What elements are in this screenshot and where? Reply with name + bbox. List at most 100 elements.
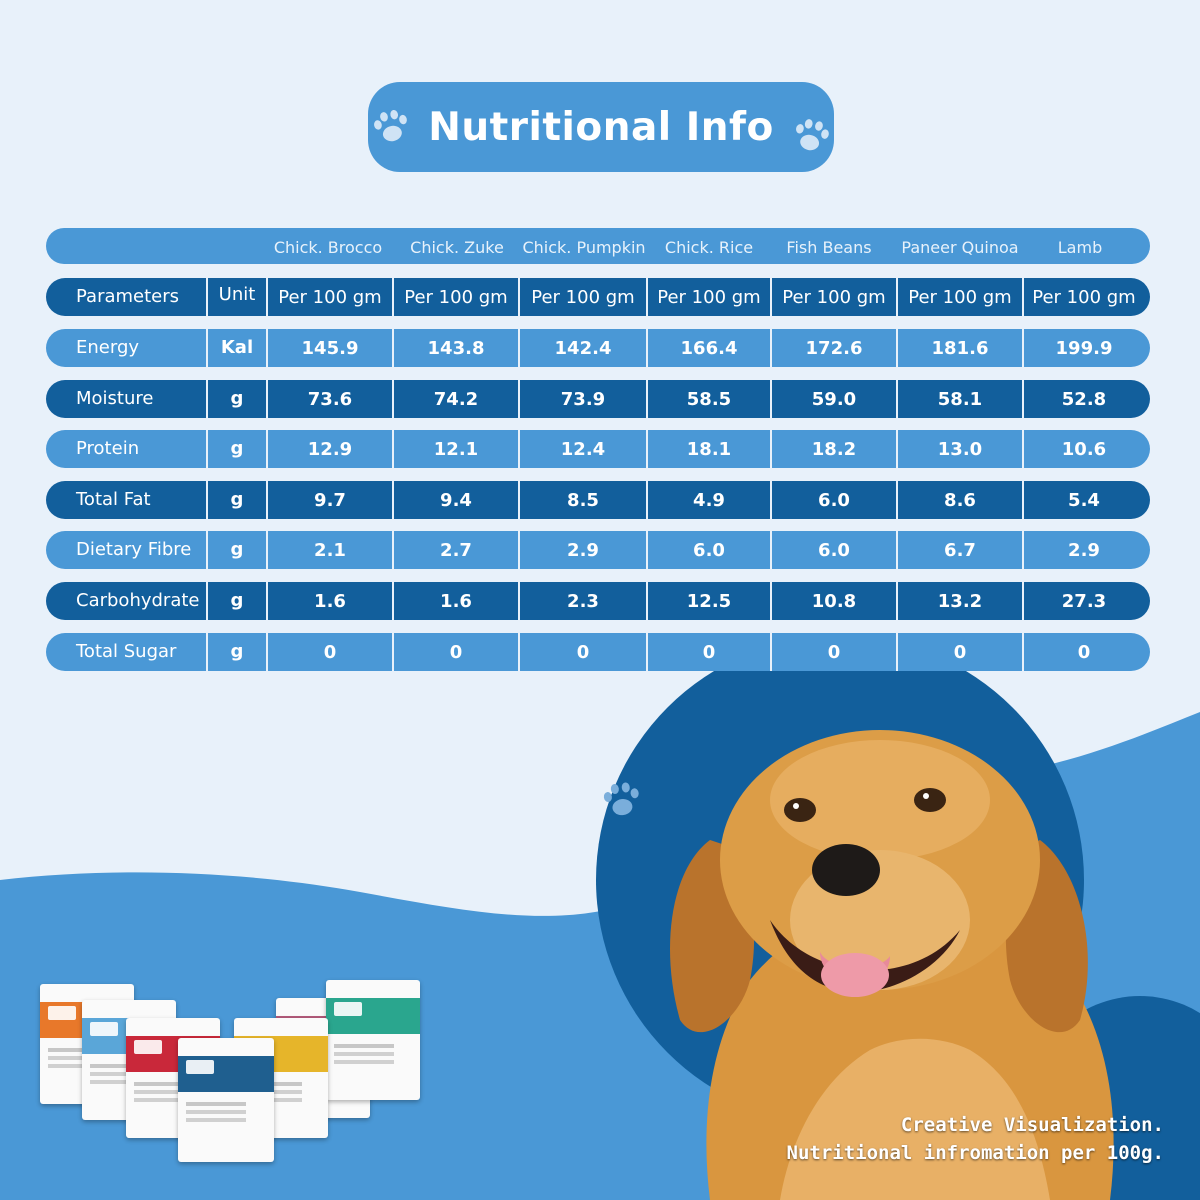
product-packs-image bbox=[38, 978, 428, 1168]
value-cell: 73.6 bbox=[307, 388, 353, 410]
column-divider bbox=[646, 531, 648, 570]
column-divider bbox=[770, 379, 772, 418]
product-header-row: Chick. Brocco Chick. Zuke Chick. Pumpkin… bbox=[46, 228, 1150, 264]
parameter-label: Energy bbox=[76, 337, 140, 358]
value-cell: 0 bbox=[323, 641, 337, 663]
table-row: Protein g 12.9 12.1 12.4 18.1 18.2 13.0 10.6 bbox=[46, 430, 1150, 469]
column-divider bbox=[206, 379, 208, 418]
unit-cell: g bbox=[230, 438, 244, 460]
column-divider bbox=[206, 531, 208, 570]
value-cell: 0 bbox=[449, 641, 463, 663]
column-divider bbox=[1022, 480, 1024, 519]
value-cell: 5.4 bbox=[1068, 489, 1100, 511]
product-name: Chick. Zuke bbox=[410, 238, 504, 257]
dog-image bbox=[670, 730, 1114, 1200]
column-divider bbox=[646, 329, 648, 367]
column-divider bbox=[206, 430, 208, 469]
value-cell: 2.1 bbox=[314, 540, 346, 562]
table-row: Total Sugar g 0 0 0 0 0 0 0 bbox=[46, 632, 1150, 671]
value-cell: 58.1 bbox=[937, 388, 983, 410]
value-cell: 13.2 bbox=[937, 591, 983, 612]
column-divider bbox=[392, 582, 394, 620]
value-cell: 4.9 bbox=[693, 489, 725, 511]
column-divider bbox=[770, 632, 772, 671]
column-divider bbox=[266, 632, 268, 671]
value-cell: 0 bbox=[827, 641, 841, 663]
value-cell: 10.6 bbox=[1061, 439, 1107, 461]
column-divider bbox=[770, 329, 772, 367]
per-heading: Per 100 gm bbox=[404, 287, 508, 308]
parameter-label: Total Sugar bbox=[76, 640, 177, 662]
value-cell: 27.3 bbox=[1061, 591, 1107, 612]
table-row: Moisture g 73.6 74.2 73.9 58.5 59.0 58.1 52.8 bbox=[46, 379, 1150, 418]
column-divider bbox=[1022, 379, 1024, 418]
value-cell: 12.9 bbox=[307, 439, 353, 461]
column-divider bbox=[646, 379, 648, 418]
column-divider bbox=[770, 430, 772, 469]
column-divider bbox=[770, 480, 772, 519]
per-heading: Per 100 gm bbox=[1032, 287, 1136, 308]
value-cell: 12.4 bbox=[560, 439, 606, 461]
value-cell: 172.6 bbox=[805, 338, 863, 359]
per-heading: Per 100 gm bbox=[782, 287, 886, 308]
value-cell: 12.1 bbox=[433, 439, 479, 461]
parameter-label: Dietary Fibre bbox=[76, 539, 192, 561]
product-name: Chick. Rice bbox=[664, 238, 754, 257]
column-divider bbox=[518, 329, 520, 367]
product-name: Paneer Quinoa bbox=[901, 238, 1019, 257]
unit-cell: g bbox=[230, 590, 244, 611]
column-divider bbox=[770, 582, 772, 620]
column-divider bbox=[896, 632, 898, 671]
table-header-row: Parameters Unit Per 100 gm Per 100 gm Pe… bbox=[46, 278, 1150, 316]
value-cell: 18.1 bbox=[686, 439, 732, 461]
column-divider bbox=[392, 632, 394, 671]
column-divider bbox=[646, 480, 648, 519]
product-pack bbox=[178, 1038, 274, 1162]
column-divider bbox=[1022, 582, 1024, 620]
column-divider bbox=[646, 430, 648, 469]
value-cell: 6.7 bbox=[944, 540, 976, 562]
value-cell: 0 bbox=[953, 641, 967, 663]
product-name: Chick. Brocco bbox=[273, 238, 383, 257]
unit-heading: Unit bbox=[218, 284, 256, 305]
column-divider bbox=[518, 531, 520, 570]
column-divider bbox=[896, 582, 898, 620]
column-divider bbox=[392, 430, 394, 469]
parameter-label: Protein bbox=[76, 438, 140, 460]
column-divider bbox=[266, 430, 268, 469]
value-cell: 143.8 bbox=[427, 338, 485, 359]
column-divider bbox=[518, 632, 520, 671]
unit-cell: g bbox=[230, 640, 244, 662]
value-cell: 145.9 bbox=[301, 338, 359, 359]
parameter-label: Moisture bbox=[76, 387, 154, 409]
value-cell: 199.9 bbox=[1055, 338, 1113, 359]
value-cell: 1.6 bbox=[440, 591, 472, 612]
column-divider bbox=[518, 430, 520, 469]
table-row: Energy Kal 145.9 143.8 142.4 166.4 172.6 181.6 1… bbox=[46, 329, 1150, 367]
value-cell: 74.2 bbox=[433, 388, 479, 410]
column-divider bbox=[206, 329, 208, 367]
unit-cell: g bbox=[230, 387, 244, 409]
column-divider bbox=[392, 531, 394, 570]
value-cell: 13.0 bbox=[937, 439, 983, 461]
value-cell: 58.5 bbox=[686, 388, 732, 410]
column-divider bbox=[896, 379, 898, 418]
column-divider bbox=[896, 329, 898, 367]
value-cell: 8.6 bbox=[944, 489, 976, 511]
column-divider bbox=[392, 480, 394, 519]
value-cell: 2.9 bbox=[1068, 540, 1100, 562]
table-row: Dietary Fibre g 2.1 2.7 2.9 6.0 6.0 6.7 2.9 bbox=[46, 531, 1150, 570]
column-divider bbox=[646, 632, 648, 671]
value-cell: 59.0 bbox=[811, 388, 857, 410]
product-name: Fish Beans bbox=[786, 238, 872, 257]
value-cell: 0 bbox=[702, 641, 716, 663]
value-cell: 2.7 bbox=[440, 540, 472, 562]
table-row: Carbohydrate g 1.6 1.6 2.3 12.5 10.8 13.2 27.3 bbox=[46, 582, 1150, 620]
product-name: Lamb bbox=[1057, 238, 1103, 257]
column-divider bbox=[392, 379, 394, 418]
value-cell: 9.4 bbox=[440, 489, 472, 511]
value-cell: 10.8 bbox=[811, 591, 857, 612]
value-cell: 8.5 bbox=[567, 489, 599, 511]
value-cell: 1.6 bbox=[314, 591, 346, 612]
